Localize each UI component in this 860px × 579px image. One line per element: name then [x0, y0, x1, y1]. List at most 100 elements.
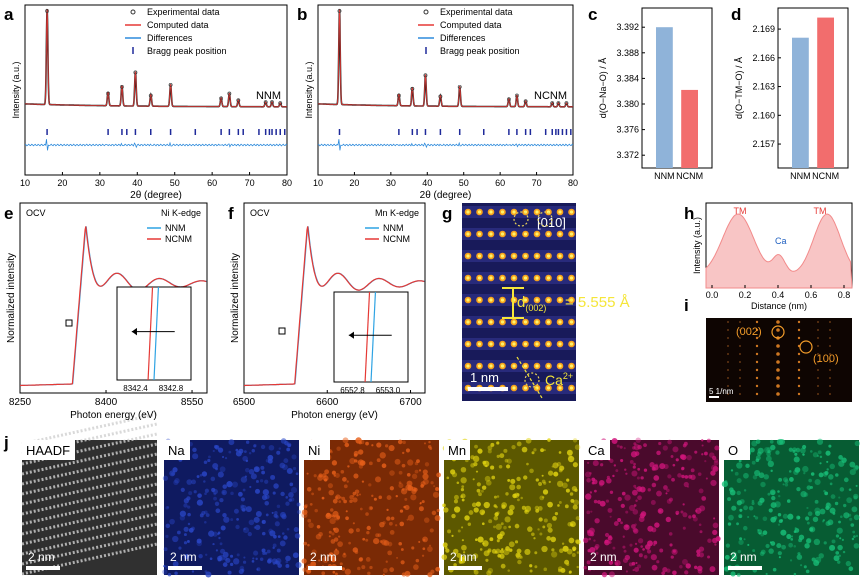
- eds-signal-dot: [487, 445, 493, 451]
- eds-signal-dot: [245, 440, 250, 444]
- eds-signal-dot: [228, 450, 232, 454]
- eds-signal-dot: [826, 468, 829, 471]
- eds-signal-dot: [542, 525, 546, 529]
- eds-signal-dot: [529, 564, 533, 568]
- eds-signal-dot: [365, 512, 369, 516]
- eds-signal-dot: [853, 493, 859, 500]
- eds-signal-dot: [427, 546, 433, 552]
- eds-signal-dot: [736, 490, 741, 496]
- eds-signal-dot: [638, 487, 643, 491]
- eds-signal-dot: [854, 440, 860, 447]
- y-axis-label: Normalized intensity: [230, 253, 241, 343]
- eds-signal-dot: [267, 557, 273, 563]
- eds-signal-dot: [253, 466, 260, 473]
- x-tick-label: 60: [207, 178, 217, 188]
- inset-tick-label: 6553.0: [376, 386, 401, 395]
- eds-signal-dot: [339, 562, 343, 566]
- eds-signal-dot: [243, 556, 246, 559]
- eds-signal-dot: [621, 491, 626, 496]
- eds-signal-dot: [558, 568, 562, 573]
- eds-signal-dot: [824, 470, 829, 476]
- eds-signal-dot: [358, 557, 363, 562]
- eds-signal-dot: [365, 557, 371, 562]
- legend-label: Bragg peak position: [440, 46, 520, 56]
- plot-frame: [19, 202, 208, 394]
- eds-signal-dot: [788, 447, 793, 452]
- eds-signal-dot: [515, 552, 521, 558]
- eds-signal-dot: [620, 458, 624, 463]
- eds-signal-dot: [683, 481, 689, 488]
- x-axis-label: Photon energy (eV): [291, 410, 378, 421]
- eds-signal-dot: [803, 565, 807, 569]
- eds-signal-dot: [677, 473, 682, 478]
- diffraction-spot: [739, 329, 741, 331]
- eds-signal-dot: [777, 513, 782, 517]
- eds-signal-dot: [547, 527, 553, 533]
- eds-signal-dot: [348, 528, 354, 534]
- eds-signal-dot: [331, 470, 336, 475]
- eds-signal-dot: [430, 569, 435, 574]
- eds-signal-dot: [583, 565, 587, 570]
- eds-signal-dot: [496, 495, 500, 498]
- panel-label-j: j: [3, 433, 9, 452]
- eds-signal-dot: [809, 450, 813, 453]
- eds-signal-dot: [521, 505, 526, 510]
- eds-signal-dot: [853, 543, 860, 549]
- eds-signal-dot: [357, 459, 364, 466]
- eds-signal-dot: [762, 516, 768, 522]
- diffraction-spot: [829, 329, 831, 331]
- eds-signal-dot: [192, 447, 197, 453]
- eds-signal-dot: [509, 504, 515, 511]
- eds-signal-dot: [266, 549, 271, 554]
- eds-signal-dot: [473, 461, 478, 467]
- diffraction-spot: [755, 368, 759, 372]
- eds-signal-dot: [780, 529, 787, 536]
- eds-signal-dot: [201, 471, 208, 477]
- experimental-peak-point: [506, 97, 511, 102]
- eds-signal-dot: [215, 549, 218, 552]
- eds-signal-dot: [400, 488, 408, 495]
- ocv-label: OCV: [250, 208, 270, 218]
- eds-signal-dot: [501, 504, 506, 509]
- diffraction-spot: [727, 353, 729, 355]
- eds-signal-dot: [586, 510, 591, 515]
- eds-signal-dot: [586, 477, 591, 483]
- eds-signal-dot: [353, 459, 358, 463]
- eds-signal-dot: [460, 495, 464, 499]
- diffraction-spot: [817, 321, 819, 323]
- eds-signal-dot: [248, 451, 252, 455]
- eds-signal-dot: [515, 553, 522, 560]
- eds-signal-dot: [390, 516, 395, 521]
- eds-signal-dot: [235, 448, 239, 452]
- ca-label: Ca2+: [545, 371, 573, 388]
- eds-signal-dot: [650, 554, 657, 561]
- eds-signal-dot: [752, 474, 758, 480]
- eds-signal-dot: [405, 484, 412, 491]
- eds-signal-dot: [839, 487, 845, 492]
- eds-signal-dot: [789, 477, 794, 482]
- eds-signal-dot: [636, 476, 640, 480]
- eds-signal-dot: [694, 450, 698, 454]
- eds-signal-dot: [743, 538, 746, 541]
- eds-signal-dot: [574, 444, 581, 450]
- scale-bar-label-g: 1 nm: [470, 370, 499, 385]
- eds-signal-dot: [813, 538, 821, 546]
- eds-signal-dot: [849, 517, 853, 521]
- eds-signal-dot: [669, 543, 673, 547]
- haadf-lattice-row: [21, 502, 158, 536]
- eds-signal-dot: [240, 476, 248, 483]
- eds-signal-dot: [807, 511, 813, 517]
- atom-column-core: [535, 364, 539, 368]
- eds-signal-dot: [191, 570, 195, 573]
- eds-signal-dot: [499, 549, 504, 554]
- eds-signal-dot: [271, 558, 278, 564]
- eds-signal-dot: [775, 450, 780, 455]
- eds-signal-dot: [288, 498, 292, 502]
- eds-signal-dot: [264, 551, 268, 555]
- eds-signal-dot: [321, 571, 326, 576]
- atom-column-core: [558, 364, 562, 368]
- eds-signal-dot: [251, 559, 255, 563]
- eds-signal-dot: [731, 554, 738, 561]
- eds-signal-dot: [738, 459, 742, 463]
- eds-signal-dot: [268, 528, 274, 534]
